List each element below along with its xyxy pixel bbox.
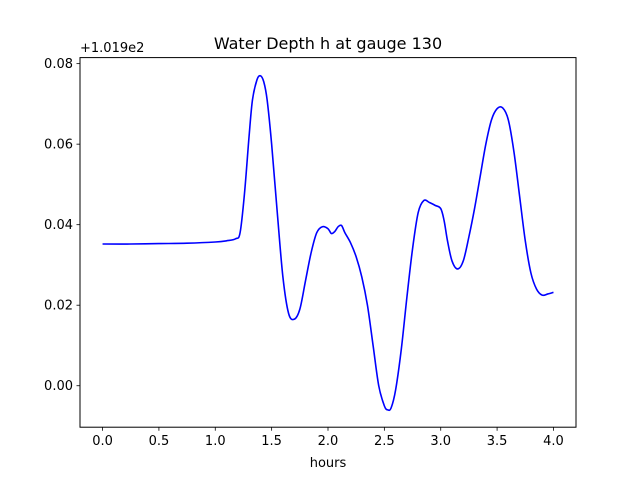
x-tick-label: 4.0	[543, 434, 564, 449]
y-tick-label: 0.06	[44, 138, 73, 153]
x-axis-ticks: 0.0 0.5 1.0 1.5 2.0 2.5 3.0 3.5 4.0	[92, 427, 564, 449]
plot-area	[80, 57, 576, 428]
y-tick-label: 0.00	[44, 379, 73, 394]
x-tick-label: 3.0	[430, 434, 451, 449]
x-tick-label: 0.0	[92, 434, 113, 449]
x-axis-label: hours	[310, 456, 347, 471]
plot-frame	[79, 57, 577, 428]
series-line	[102, 74, 554, 412]
series-layer	[102, 74, 554, 412]
x-tick-label: 3.5	[487, 434, 508, 449]
y-tick-label: 0.08	[44, 57, 73, 72]
y-tick-label: 0.02	[44, 299, 73, 314]
x-tick-label: 0.5	[149, 434, 170, 449]
y-axis-ticks: 0.00 0.02 0.04 0.06 0.08	[44, 57, 80, 394]
chart-title: Water Depth h at gauge 130	[214, 34, 442, 53]
y-axis-offset-text: +1.019e2	[80, 41, 144, 56]
y-tick-label: 0.04	[44, 218, 73, 233]
x-tick-label: 2.5	[374, 434, 395, 449]
x-tick-label: 2.0	[318, 434, 339, 449]
x-tick-label: 1.0	[205, 434, 226, 449]
x-tick-label: 1.5	[261, 434, 282, 449]
